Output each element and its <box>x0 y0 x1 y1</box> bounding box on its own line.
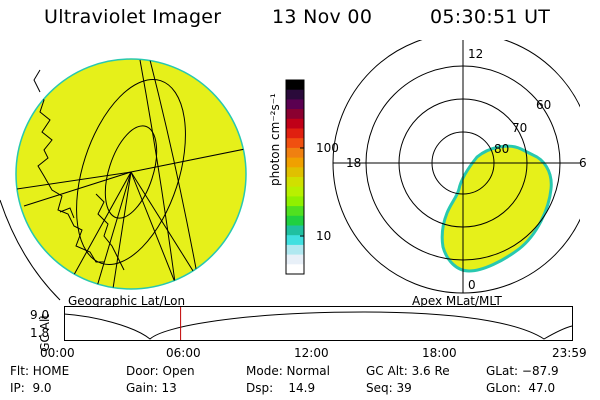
colorbar-stripe <box>286 215 304 227</box>
timeline-xtick-0: 00:00 <box>40 346 75 360</box>
time-label: 05:30:51 UT <box>430 6 551 28</box>
colorbar-stripe <box>286 177 304 188</box>
date-label: 13 Nov 00 <box>272 6 373 28</box>
glon-readout: GLon: 47.0 <box>486 381 556 395</box>
altitude-timeline <box>64 306 573 341</box>
ip-readout: IP: 9.0 <box>10 381 52 395</box>
timeline-xtick-1: 06:00 <box>166 346 201 360</box>
colorbar-stripe <box>286 254 304 265</box>
timeline-ytick-max: 9.0 <box>30 308 50 322</box>
lat-label-70: 70 <box>512 121 528 135</box>
polar-plot <box>332 40 580 294</box>
door-status: Door: Open <box>126 364 195 378</box>
colorbar-stripe <box>286 147 304 159</box>
colorbar-stripe <box>286 186 304 197</box>
colorbar-stripe <box>286 118 304 130</box>
colorbar-tick-10: 10 <box>316 229 332 243</box>
glat-readout: GLat: −87.9 <box>486 364 559 378</box>
colorbar-unit-label: photon cm⁻²s⁻¹ <box>268 93 282 186</box>
colorbar-stripe <box>286 206 304 217</box>
timeline-xtick-4: 23:59 <box>552 346 587 360</box>
colorbar-stripe <box>286 167 304 178</box>
colorbar-stripe <box>286 244 304 256</box>
gain-readout: Gain: 13 <box>126 381 177 395</box>
right-panel-caption: Apex MLat/MLT <box>412 294 502 308</box>
timeline-xtick-3: 18:00 <box>422 346 457 360</box>
gc-alt-readout: GC Alt: 3.6 Re <box>366 364 450 378</box>
mlt-label-12: 12 <box>468 47 484 61</box>
colorbar-stripe <box>286 138 304 149</box>
left-panel-caption: Geographic Lat/Lon <box>68 294 186 308</box>
lat-label-80: 80 <box>494 142 510 156</box>
colorbar-stripe <box>286 80 304 91</box>
colorbar <box>285 79 305 275</box>
colorbar-stripe <box>286 109 304 120</box>
seq-readout: Seq: 39 <box>366 381 412 395</box>
colorbar-stripe <box>286 89 304 100</box>
mode-status: Mode: Normal <box>246 364 330 378</box>
colorbar-stripe <box>286 196 304 207</box>
flight-status: Flt: HOME <box>10 364 70 378</box>
altitude-curve <box>64 311 573 340</box>
lat-label-60: 60 <box>536 98 552 112</box>
colorbar-stripe <box>286 128 304 139</box>
instrument-title: Ultraviolet Imager <box>44 6 222 28</box>
colorbar-stripe <box>286 225 304 236</box>
timeline-ytick-min: 1.8 <box>30 326 50 340</box>
mlt-label-18: 18 <box>346 156 362 170</box>
coastline <box>29 69 104 263</box>
colorbar-stripe <box>286 99 304 110</box>
colorbar-stripe <box>286 264 304 275</box>
dsp-readout: Dsp: 14.9 <box>246 381 316 395</box>
mlt-label-0: 0 <box>468 278 476 292</box>
colorbar-stripe <box>286 157 304 168</box>
polar-emission-region <box>440 144 553 273</box>
colorbar-stripe <box>286 235 304 246</box>
mlt-label-6: 6 <box>579 156 587 170</box>
timeline-xtick-2: 12:00 <box>294 346 329 360</box>
